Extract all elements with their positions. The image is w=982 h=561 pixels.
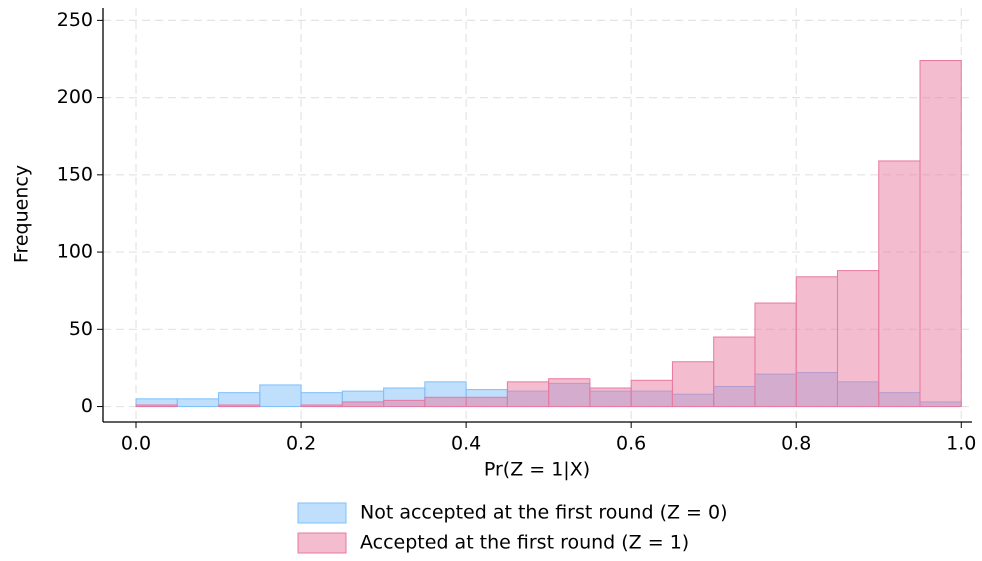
bar — [630, 379, 673, 408]
bar — [383, 399, 426, 408]
bar — [795, 276, 838, 408]
y-tick-label: 50 — [69, 318, 93, 340]
bar — [754, 302, 797, 408]
bar — [671, 361, 715, 408]
bar — [341, 401, 385, 408]
bar — [589, 387, 632, 408]
y-tick-label: 0 — [81, 395, 93, 417]
x-tick-label: 0.4 — [451, 433, 481, 455]
bar — [218, 404, 261, 408]
bar — [259, 384, 302, 408]
x-tick-label: 0.0 — [121, 433, 151, 455]
bar — [424, 396, 467, 408]
bar — [218, 392, 261, 408]
bar — [713, 336, 756, 408]
legend-swatch — [297, 532, 347, 554]
bar — [300, 392, 343, 408]
x-tick-label: 0.6 — [616, 433, 646, 455]
bar — [878, 160, 921, 408]
y-tick-label: 250 — [57, 9, 93, 31]
x-tick-label: 0.8 — [781, 433, 811, 455]
x-tick-label: 1.0 — [946, 433, 976, 455]
bar — [465, 396, 508, 408]
y-tick-label: 100 — [57, 241, 93, 263]
y-tick-label: 150 — [57, 163, 93, 185]
bar — [919, 60, 962, 408]
bar — [548, 378, 591, 408]
x-tick-label: 0.2 — [286, 433, 316, 455]
bar — [836, 270, 880, 408]
bar — [300, 404, 343, 408]
y-axis-label: Frequency — [11, 165, 33, 263]
bar — [176, 398, 220, 408]
legend-label: Not accepted at the first round (Z = 0) — [360, 502, 728, 524]
y-tick-label: 200 — [57, 86, 93, 108]
bar — [506, 381, 550, 408]
x-axis-label: Pr(Z = 1|X) — [484, 459, 590, 481]
bar — [135, 404, 178, 408]
legend-swatch — [297, 502, 347, 524]
legend-label: Accepted at the first round (Z = 1) — [360, 532, 689, 554]
